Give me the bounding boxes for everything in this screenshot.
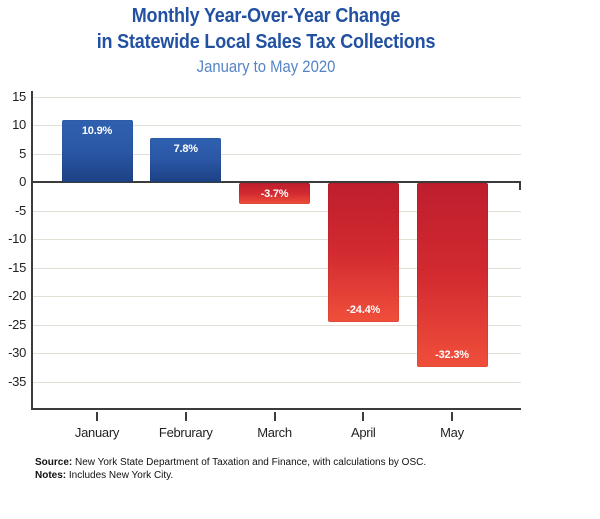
x-axis-tick bbox=[96, 412, 98, 421]
gridline bbox=[31, 267, 521, 269]
x-axis-tick bbox=[362, 412, 365, 421]
source-note: Source: New York State Department of Tax… bbox=[35, 456, 426, 469]
chart-subtitle: January to May 2020 bbox=[196, 58, 336, 76]
y-axis-tick-label: 10 bbox=[12, 117, 26, 132]
bar-value-label: 10.9% bbox=[81, 124, 113, 137]
y-axis: 15 10 5 0 -5 -10 -15 -20 -25 -30 -35 bbox=[0, 88, 26, 410]
gridline bbox=[31, 324, 521, 326]
x-axis-category-label: March bbox=[257, 425, 292, 440]
bar-value-label: -3.7% bbox=[260, 187, 289, 200]
y-axis-tick-label: -35 bbox=[8, 373, 26, 389]
gridline bbox=[31, 96, 521, 98]
y-axis-tick-label: 5 bbox=[19, 145, 26, 161]
chart-title-line1: Monthly Year-Over-Year Change bbox=[131, 5, 401, 27]
gridline bbox=[31, 239, 521, 240]
plot-area: 10.9% 7.8% -3.7% -24.4% -32.3% bbox=[31, 91, 521, 410]
gridline bbox=[31, 296, 521, 297]
y-axis-tick-label: -20 bbox=[8, 288, 26, 303]
y-axis-tick-label: -15 bbox=[8, 259, 26, 275]
source-text: New York State Department of Taxation an… bbox=[75, 457, 427, 468]
chart-title-line2: in Statewide Local Sales Tax Collections bbox=[96, 31, 436, 53]
gridline bbox=[31, 153, 521, 155]
x-axis-category-label: April bbox=[350, 425, 376, 440]
source-label: Source: bbox=[35, 457, 73, 468]
y-axis-tick-label: 15 bbox=[12, 88, 26, 104]
gridline bbox=[31, 125, 521, 126]
notes-label: Notes: bbox=[35, 470, 67, 481]
y-axis-tick-label: 0 bbox=[19, 174, 26, 189]
bar-value-label: 7.8% bbox=[173, 142, 198, 155]
chart-footnotes: Source: New York State Department of Tax… bbox=[35, 456, 426, 482]
x-axis-category-label: January bbox=[74, 425, 120, 440]
y-axis-tick-label: -30 bbox=[8, 345, 26, 360]
x-axis-category-label: Februrary bbox=[158, 425, 213, 440]
y-axis-line bbox=[31, 91, 33, 410]
notes-text: Includes New York City. bbox=[68, 470, 174, 481]
x-axis-tick bbox=[184, 412, 187, 421]
bar bbox=[239, 183, 310, 205]
x-axis: January Februrary March April May bbox=[31, 410, 551, 455]
bar bbox=[61, 119, 133, 182]
x-axis-tick bbox=[273, 412, 276, 421]
gridline bbox=[31, 210, 521, 212]
gridline bbox=[31, 353, 521, 354]
y-axis-tick-label: -10 bbox=[8, 231, 26, 246]
y-axis-tick-label: -5 bbox=[15, 202, 26, 218]
chart-header: Monthly Year-Over-Year Change in Statewi… bbox=[27, 3, 506, 78]
x-axis-line bbox=[31, 408, 521, 410]
zero-axis-end-tick bbox=[519, 182, 521, 190]
x-axis-tick bbox=[451, 412, 453, 421]
x-axis-category-label: May bbox=[440, 425, 464, 440]
bar-value-label: -32.3% bbox=[435, 349, 469, 362]
zero-axis-line bbox=[31, 181, 521, 183]
gridline bbox=[31, 381, 521, 383]
bar bbox=[327, 183, 399, 323]
y-axis-tick-label: -25 bbox=[8, 316, 26, 332]
bar-value-label: -24.4% bbox=[346, 304, 381, 317]
bar bbox=[416, 183, 488, 368]
bar bbox=[150, 137, 222, 182]
notes-note: Notes: Includes New York City. bbox=[35, 469, 426, 482]
